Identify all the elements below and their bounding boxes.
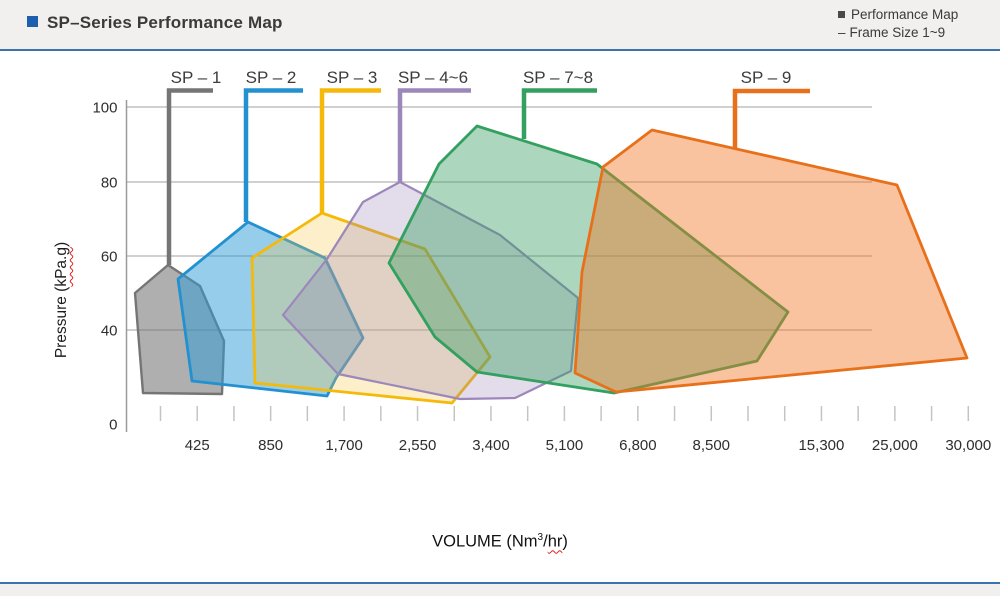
y-title-suffix: ) bbox=[53, 241, 70, 248]
y-axis-title: Pressure (kPa.g) bbox=[53, 197, 71, 403]
y-title-prefix: Pressure ( bbox=[53, 286, 70, 359]
region-sp-3 bbox=[250, 211, 492, 405]
x-tick-label: 6,800 bbox=[619, 437, 657, 454]
y-tick-label: 100 bbox=[92, 100, 117, 117]
note-bullet-icon bbox=[838, 11, 845, 18]
x-tick-label: 1,700 bbox=[325, 437, 363, 454]
header-note-line2-text: Frame Size 1~9 bbox=[849, 24, 946, 40]
header-note-line1: Performance Map bbox=[838, 6, 958, 24]
y-tick-label: 60 bbox=[101, 249, 118, 266]
title-bullet-icon bbox=[27, 16, 38, 27]
x-tick-label: 30,000 bbox=[945, 437, 991, 454]
region-sp-4-6 bbox=[281, 180, 580, 401]
region-sp-9 bbox=[573, 128, 969, 394]
series-label-sp-3: SP – 3 bbox=[327, 68, 378, 87]
x-title-sup: 3 bbox=[537, 532, 544, 543]
series-label-sp-1: SP – 1 bbox=[171, 68, 222, 87]
performance-chart: 425 850 1,700 2,550 3,400 5,100 6,800 8,500 15,3… bbox=[92, 68, 991, 454]
series-label-sp-4-6: SP – 4~6 bbox=[398, 68, 468, 87]
header-bar: SP–Series Performance Map Performance Ma… bbox=[0, 0, 1000, 51]
x-title-unit: hr bbox=[547, 532, 563, 551]
x-tick-label: 5,100 bbox=[546, 437, 584, 454]
y-title-unit: kPa.g bbox=[53, 247, 70, 287]
leader-sp-1 bbox=[166, 88, 213, 265]
x-tick-label: 3,400 bbox=[472, 437, 510, 454]
page-title-text: SP–Series Performance Map bbox=[47, 13, 283, 32]
x-title-suffix: ) bbox=[562, 532, 568, 551]
x-tick-label: 425 bbox=[185, 437, 210, 454]
x-title-prefix: VOLUME (Nm bbox=[432, 532, 538, 551]
footer-rule bbox=[0, 582, 1000, 584]
leader-sp-9 bbox=[732, 88, 810, 148]
x-tick-label: 2,550 bbox=[399, 437, 437, 454]
header-note: Performance Map – Frame Size 1~9 bbox=[838, 6, 958, 41]
y-tick-label: 40 bbox=[101, 323, 118, 340]
leader-sp-4-6 bbox=[397, 88, 471, 182]
x-tick-label: 8,500 bbox=[692, 437, 730, 454]
x-tick-label: 850 bbox=[258, 437, 283, 454]
region-sp-7-8 bbox=[387, 124, 790, 395]
chart-area: 425 850 1,700 2,550 3,400 5,100 6,800 8,500 15,3… bbox=[0, 51, 1000, 582]
header-note-line1-text: Performance Map bbox=[851, 7, 959, 22]
leader-sp-7-8 bbox=[521, 88, 597, 139]
leader-sp-2 bbox=[243, 88, 303, 222]
y-tick-label: 80 bbox=[101, 175, 118, 192]
header-note-dash: – bbox=[838, 24, 846, 40]
x-tick-label: 15,300 bbox=[798, 437, 844, 454]
x-axis-title: VOLUME (Nm3/hr) bbox=[340, 532, 660, 552]
series-label-sp-9: SP – 9 bbox=[741, 68, 792, 87]
footer-band bbox=[0, 584, 1000, 596]
series-label-sp-2: SP – 2 bbox=[246, 68, 297, 87]
x-tick-label: 25,000 bbox=[872, 437, 918, 454]
leader-sp-3 bbox=[319, 88, 381, 213]
y-tick-label: 0 bbox=[109, 417, 117, 434]
series-label-sp-7-8: SP – 7~8 bbox=[523, 68, 593, 87]
header-note-line2: – Frame Size 1~9 bbox=[838, 24, 958, 42]
page-title: SP–Series Performance Map bbox=[27, 13, 283, 33]
x-title-mid: / bbox=[543, 532, 548, 551]
